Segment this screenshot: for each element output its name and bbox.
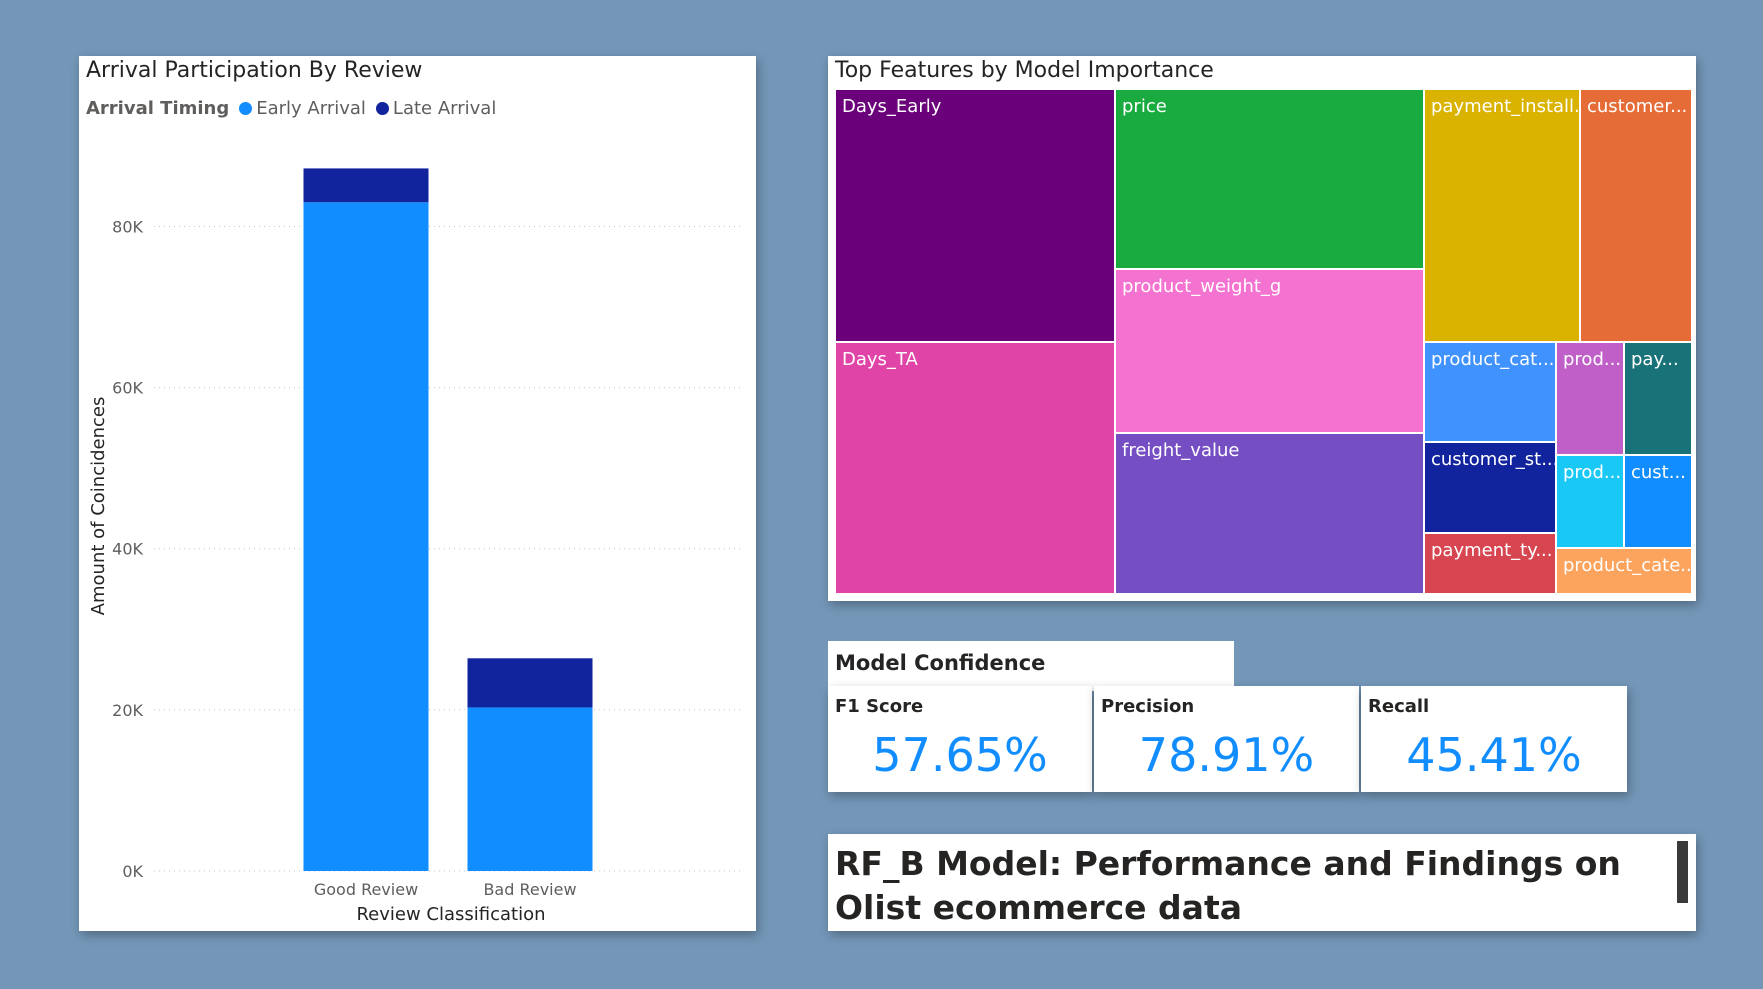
tile-label: prod... [1563,462,1622,483]
bar-early-good [303,202,429,871]
tile-prod-b[interactable]: prod... [1556,455,1624,548]
y-tick-label: 0K [122,862,143,881]
tile-label: prod... [1563,349,1622,370]
tile-label: payment_ty... [1431,540,1553,561]
tile-label: Days_TA [842,349,918,370]
kpi-label-precision: Precision [1101,696,1195,717]
y-tick-label: 20K [112,701,143,720]
scrollbar[interactable] [1677,841,1688,903]
tile-days-early[interactable]: Days_Early [835,89,1115,342]
kpi-card-f1[interactable]: F1 Score 57.65% [828,686,1092,792]
bar-chart-title: Arrival Participation By Review [86,58,423,83]
tile-price[interactable]: price [1115,89,1424,269]
tile-product-weight[interactable]: product_weight_g [1115,269,1424,433]
legend-item-early[interactable]: Early Arrival [239,98,366,119]
tile-product-category[interactable]: product_cat... [1424,342,1556,442]
tile-freight-value[interactable]: freight_value [1115,433,1424,594]
tile-label: product_weight_g [1122,276,1282,297]
kpi-label-recall: Recall [1368,696,1430,717]
bar-late-good [303,168,429,203]
tile-pay[interactable]: pay... [1624,342,1692,455]
tile-payment-installments[interactable]: payment_install... [1424,89,1580,342]
legend-dot-early [239,102,253,115]
x-tick-label: Good Review [314,880,418,899]
treemap-plot: Days_Early Days_TA price product_weight_… [835,89,1692,594]
bar-early-bad [467,707,593,871]
tile-label: customer... [1587,96,1688,117]
legend-label-late: Late Arrival [392,98,497,119]
kpi-value-recall: 45.41% [1406,728,1582,782]
tile-label: product_cat... [1431,349,1555,370]
tile-payment-type[interactable]: payment_ty... [1424,533,1556,594]
bar-chart-plot: 0K 20K 40K 60K 80K Good Review Bad Review Revie… [88,168,744,925]
heading-card[interactable]: RF_B Model: Performance and Findings on … [828,834,1696,931]
treemap-card[interactable]: Top Features by Model Importance Days_Ea… [828,56,1696,601]
model-confidence-header: Model Confidence [828,641,1234,691]
legend-label-early: Early Arrival [256,98,366,119]
kpi-card-recall[interactable]: Recall 45.41% [1361,686,1627,792]
tile-product-cate[interactable]: product_cate... [1556,548,1692,594]
tile-label: customer_st... [1431,449,1556,470]
legend-item-late[interactable]: Late Arrival [375,98,497,119]
report-heading: RF_B Model: Performance and Findings on … [835,844,1621,927]
tile-label: price [1122,96,1167,117]
kpi-label-f1: F1 Score [835,696,924,717]
tile-customer-state[interactable]: customer_st... [1424,442,1556,533]
treemap-title: Top Features by Model Importance [835,58,1214,83]
kpi-value-f1: 57.65% [872,728,1048,782]
y-tick-label: 60K [112,379,143,398]
legend-title: Arrival Timing [86,98,230,119]
y-tick-label: 80K [112,217,143,236]
x-tick-label: Bad Review [483,880,576,899]
tile-label: cust... [1631,462,1686,483]
tile-days-ta[interactable]: Days_TA [835,342,1115,594]
tile-customer[interactable]: customer... [1580,89,1692,342]
kpi-card-precision[interactable]: Precision 78.91% [1094,686,1359,792]
kpi-value-precision: 78.91% [1138,728,1315,782]
x-axis-title: Review Classification [356,904,545,925]
tile-label: pay... [1631,349,1679,370]
tile-label: product_cate... [1563,555,1692,576]
chart-legend: Arrival Timing Early Arrival Late Arriva… [86,98,506,119]
y-axis-title: Amount of Coincidences [88,397,109,616]
tile-label: payment_install... [1431,96,1580,117]
bar-chart-card[interactable]: Arrival Participation By Review Arrival … [79,56,756,931]
tile-prod-a[interactable]: prod... [1556,342,1624,455]
model-confidence-title: Model Confidence [835,651,1046,675]
y-tick-label: 40K [112,540,143,559]
tile-label: freight_value [1122,440,1240,461]
tile-label: Days_Early [842,96,942,117]
tile-cust[interactable]: cust... [1624,455,1692,548]
bar-late-bad [467,658,593,708]
legend-dot-late [375,102,389,115]
